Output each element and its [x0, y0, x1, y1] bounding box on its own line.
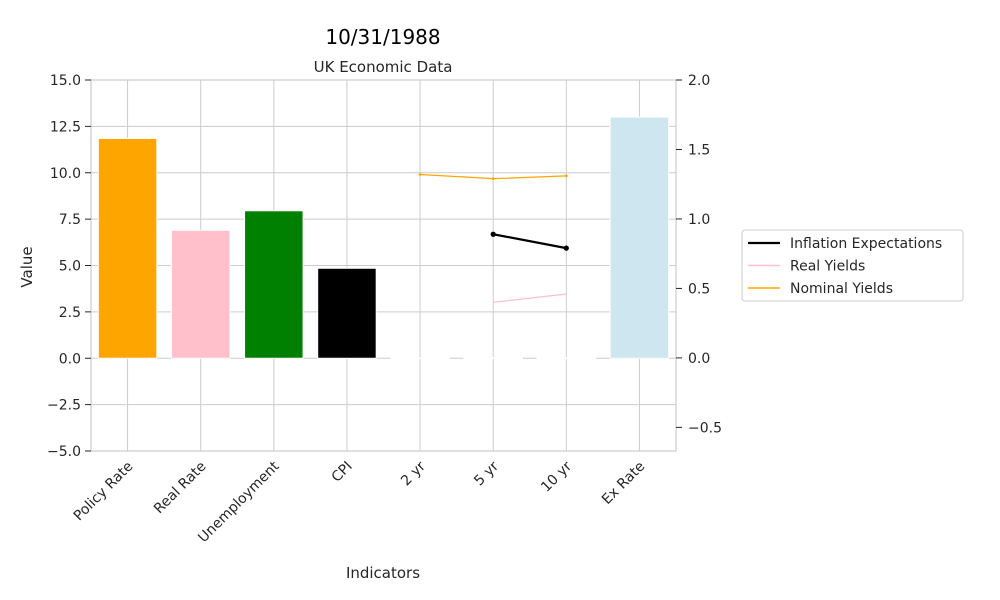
grid-lines: [91, 79, 676, 452]
bar-ex-rate: [609, 116, 670, 359]
y-tick-label: 10.0: [50, 166, 81, 182]
y-tick-label: −5.0: [47, 444, 81, 460]
bar-2-yr: [390, 357, 450, 360]
series-line-real-yields: [493, 293, 567, 303]
y2-tick-label: 0.0: [688, 351, 710, 367]
series-line-inflation-expectations: [492, 233, 567, 250]
legend: Inflation Expectations Real Yields Nominal…: [741, 229, 964, 302]
y-tick-label: 15.0: [50, 73, 81, 89]
series-point: [491, 177, 495, 181]
bar-policy-rate: [97, 137, 158, 359]
y-tick-label: 7.5: [59, 212, 81, 228]
x-tick-label: Policy Rate: [71, 459, 137, 525]
right-axis-ticks: −0.5 0.0 0.5 1.0 1.5 2.0: [676, 73, 722, 436]
bar-group: [97, 116, 670, 360]
bar-unemployment: [244, 210, 304, 359]
x-tick-label: Real Rate: [151, 459, 210, 518]
series-point: [490, 231, 496, 237]
y2-tick-label: 2.0: [688, 73, 710, 89]
legend-label: Inflation Expectations: [790, 236, 942, 252]
y-tick-label: 12.5: [50, 119, 81, 135]
y2-tick-label: 1.0: [688, 212, 710, 228]
x-tick-label: 2 yr: [398, 458, 429, 489]
y-tick-label: 2.5: [59, 305, 81, 321]
x-tick-label: Unemployment: [195, 458, 283, 546]
series-point: [418, 173, 422, 176]
legend-label: Nominal Yields: [790, 281, 893, 297]
series-point: [563, 245, 569, 251]
x-axis-label: Indicators: [346, 564, 420, 582]
legend-box: [741, 229, 964, 302]
y2-tick-label: −0.5: [688, 420, 722, 436]
y-axis-label: Value: [18, 246, 36, 287]
bar-10-yr: [536, 357, 597, 360]
x-tick-label: Ex Rate: [599, 459, 648, 508]
bar-real-rate: [170, 229, 231, 359]
y2-tick-label: 1.5: [688, 142, 710, 158]
chart-title: UK Economic Data: [314, 58, 453, 76]
x-tick-label: 10 yr: [538, 458, 575, 495]
y-tick-label: −2.5: [47, 398, 81, 414]
chart-suptitle: 10/31/1988: [325, 25, 440, 49]
left-axis-ticks: −5.0 −2.5 0.0 2.5 5.0 7.5 10.0 12.5 15.0: [47, 73, 91, 460]
y-tick-label: 5.0: [59, 259, 81, 275]
bar-cpi: [317, 267, 377, 359]
y2-tick-label: 0.5: [688, 281, 710, 297]
bar-5-yr: [463, 357, 523, 360]
x-tick-label: CPI: [329, 459, 356, 486]
line-series-group: [418, 173, 569, 303]
series-point: [564, 174, 568, 178]
x-tick-label: 5 yr: [471, 458, 502, 489]
y-tick-label: 0.0: [59, 351, 81, 367]
legend-label: Real Yields: [790, 259, 865, 275]
